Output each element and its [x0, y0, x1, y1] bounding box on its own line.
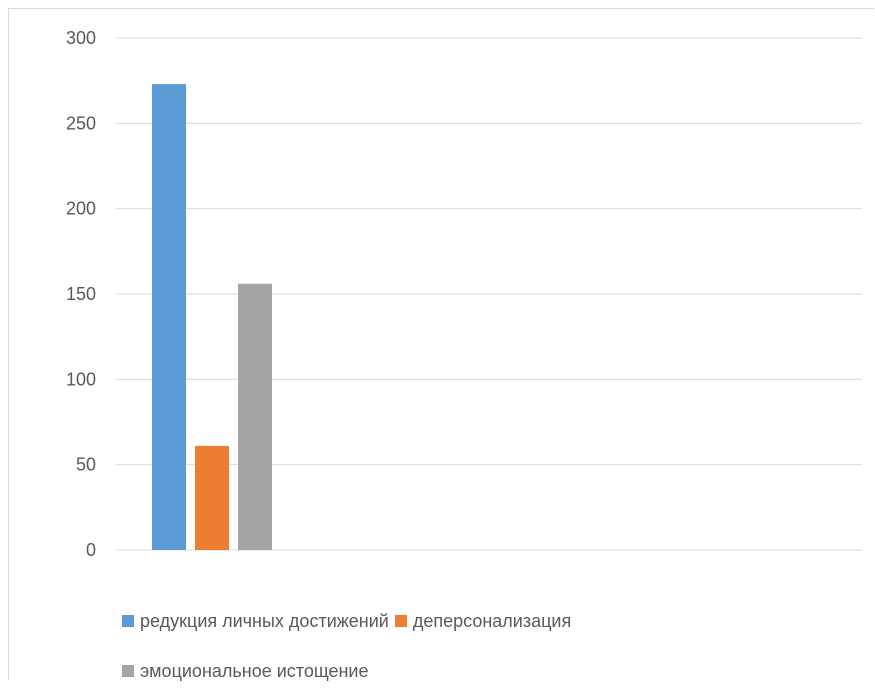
- legend: редукция личных достижений деперсонализа…: [122, 596, 862, 696]
- legend-swatch-exhaustion: [122, 665, 134, 677]
- legend-label-depersonalization: деперсонализация: [412, 610, 572, 631]
- bars: [152, 84, 272, 550]
- bar-chart: 0 50 100 150 200 250 300: [66, 28, 862, 560]
- y-tick-label: 300: [66, 28, 96, 48]
- chart-frame: [8, 8, 874, 680]
- bar-1: [152, 84, 186, 550]
- legend-item-exhaustion: эмоциональное истощение: [122, 661, 368, 682]
- y-axis-ticks: 0 50 100 150 200 250 300: [66, 28, 96, 560]
- y-tick-label: 50: [76, 455, 96, 475]
- legend-item-reduction: редукция личных достижений: [122, 611, 389, 632]
- gridlines: [116, 37, 862, 551]
- legend-swatch-depersonalization: [394, 615, 407, 627]
- y-tick-label: 0: [86, 540, 96, 560]
- legend-label-exhaustion: эмоциональное истощение: [140, 660, 369, 681]
- legend-row-2: эмоциональное истощение: [122, 646, 862, 696]
- y-tick-label: 200: [66, 199, 96, 219]
- legend-swatch-reduction: [122, 615, 134, 627]
- y-tick-label: 250: [66, 113, 96, 133]
- y-tick-label: 100: [66, 369, 96, 389]
- bar-3: [238, 283, 272, 550]
- bar-2: [195, 445, 229, 550]
- legend-item-depersonalization: деперсонализация: [394, 610, 572, 632]
- legend-row-1: редукция личных достижений деперсонализа…: [122, 596, 862, 646]
- y-tick-label: 150: [66, 284, 96, 304]
- legend-label-reduction: редукция личных достижений: [140, 610, 389, 631]
